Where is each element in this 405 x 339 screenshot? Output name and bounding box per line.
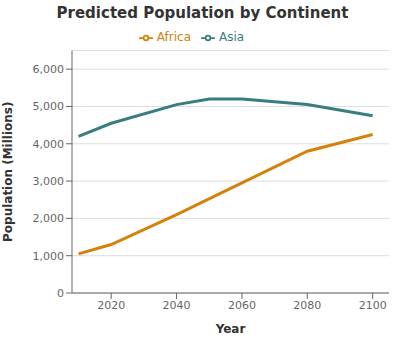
svg-text:5,000: 5,000 — [33, 100, 65, 113]
svg-text:1,000: 1,000 — [33, 250, 65, 263]
svg-text:Population (Millions): Population (Millions) — [8, 102, 15, 243]
html-text:Africa: Africa — [156, 30, 191, 44]
svg-text:2020: 2020 — [97, 299, 125, 312]
svg-text:6,000: 6,000 — [33, 63, 65, 76]
svg-text:2,000: 2,000 — [33, 212, 65, 225]
html-text:Predicted Population by Contin: Predicted Population by Continent — [56, 4, 349, 22]
svg-text:Year: Year — [215, 322, 246, 336]
html-text:Asia: Asia — [219, 30, 245, 44]
svg-text:0: 0 — [57, 287, 64, 300]
svg-text:2100: 2100 — [359, 299, 387, 312]
svg-text:3,000: 3,000 — [33, 175, 65, 188]
svg-text:2040: 2040 — [163, 299, 191, 312]
svg-text:4,000: 4,000 — [33, 138, 65, 151]
svg-text:2060: 2060 — [228, 299, 256, 312]
svg-text:2080: 2080 — [293, 299, 321, 312]
